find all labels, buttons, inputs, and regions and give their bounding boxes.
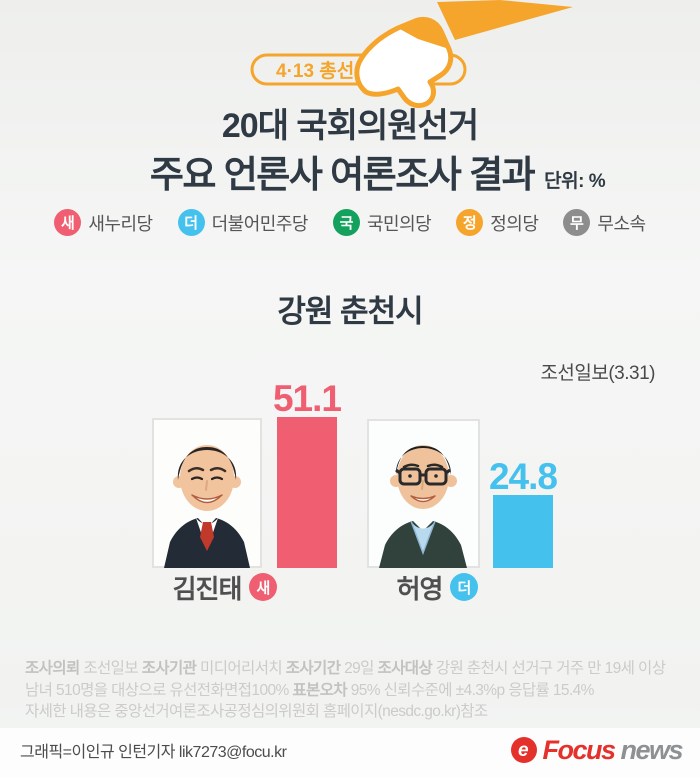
legend-label: 정의당 [490, 213, 539, 234]
survey-methodology-note: 조사의뢰 조선일보 조사기관 미디어리서치 조사기간 29일 조사대상 강원 춘… [25, 658, 685, 723]
banner-label: 4·13 총선 [276, 60, 354, 82]
legend-label: 국민의당 [366, 213, 432, 234]
party-badge-icon: 국 [332, 209, 360, 236]
ballot-banner-graphic: 4·13 총선 [250, 0, 573, 109]
focus-news-logo: e Focus news [510, 734, 683, 766]
party-badge: 새 [249, 573, 278, 601]
survey-note-line: 남녀 510명을 대상으로 유선전화면접100% 표본오차 95% 신뢰수준에 … [25, 681, 594, 699]
page-title-row: 주요 언론사 여론조사 결과 단위: % [0, 144, 700, 198]
bar-kim-jin-tae [277, 417, 337, 568]
candidate-name: 김진태 [172, 573, 243, 604]
survey-note-line: 자세한 내용은 중앙선거여론조사공정심의위원회 홈페이지(nesdc.go.kr… [25, 703, 488, 720]
focus-news-mark-icon: e [511, 737, 538, 763]
party-badge-icon: 새 [54, 209, 82, 236]
party-badge-icon: 더 [177, 209, 205, 236]
party-badge-icon: 무 [563, 209, 591, 236]
survey-note-line: 조사의뢰 조선일보 조사기관 미디어리서치 조사기간 29일 조사대상 강원 춘… [25, 660, 666, 677]
svg-text:e: e [518, 740, 529, 761]
district-title: 강원 춘천시 [277, 294, 423, 329]
legend-label: 더불어민주당 [211, 213, 309, 234]
legend-label: 새누리당 [88, 213, 153, 234]
logo-focus-text: Focus [542, 734, 616, 765]
legend-item: 새 새누리당 [54, 209, 153, 236]
legend-item: 무 무소속 [563, 209, 646, 236]
candidate-photo-kim-jin-tae [152, 418, 262, 568]
bar-value-heo-yeong: 24.8 [488, 456, 558, 497]
bottom-bar: 그래픽=이인규 인턴기자 lik7273@focu.kr e Focus new… [0, 728, 700, 778]
page-title-line1: 20대 국회의원선거 [221, 107, 479, 145]
legend-item: 국 국민의당 [332, 209, 432, 236]
page-title-line2: 주요 언론사 여론조사 결과 [149, 154, 536, 195]
bar-value-kim-jin-tae: 51.1 [272, 378, 342, 419]
legend-item: 정 정의당 [456, 209, 539, 236]
candidate-name-row: 허영 더 [345, 572, 530, 604]
candidate-name: 허영 [396, 573, 444, 604]
candidate-photo-heo-yeong [367, 419, 480, 568]
poll-source-label: 조선일보(3.31) [540, 363, 655, 384]
unit-label: 단위: % [544, 171, 606, 192]
arm-triangle-shape [437, 0, 573, 40]
graphic-credit: 그래픽=이인규 인턴기자 lik7273@focu.kr [20, 744, 287, 761]
legend-item: 더 더불어민주당 [177, 209, 309, 236]
party-legend: 새 새누리당 더 더불어민주당 국 국민의당 정 정의당 무 무소속 [0, 209, 700, 236]
party-badge: 더 [450, 573, 479, 601]
candidate-name-row: 김진태 새 [130, 572, 320, 604]
legend-label: 무소속 [597, 213, 646, 234]
bar-heo-yeong [493, 495, 553, 568]
hand-knuckle-shape [398, 19, 449, 49]
party-badge-icon: 정 [456, 209, 484, 236]
logo-news-text: news [620, 734, 683, 765]
